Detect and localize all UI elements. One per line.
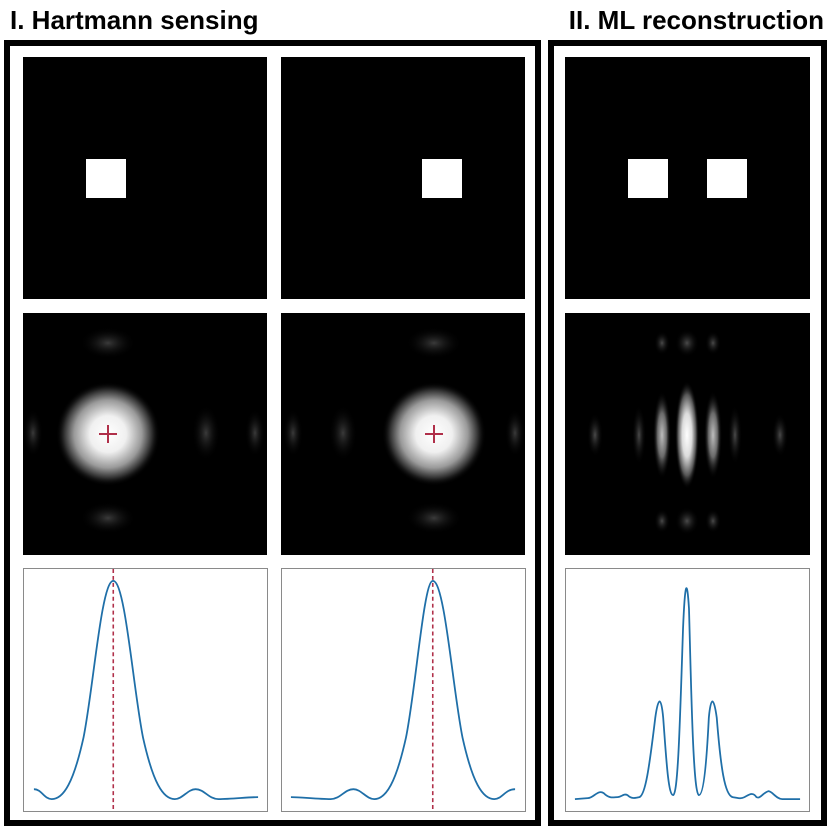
aperture-square bbox=[86, 159, 126, 198]
side-lobe bbox=[192, 405, 220, 461]
profile-ml-plot bbox=[565, 568, 810, 812]
side-lobe bbox=[245, 409, 265, 457]
aperture-both-image bbox=[565, 57, 810, 299]
side-lobe bbox=[654, 509, 670, 533]
aperture-both-tile bbox=[565, 57, 810, 299]
side-lobe bbox=[587, 413, 603, 457]
profile-curve bbox=[33, 580, 259, 800]
side-lobe bbox=[329, 405, 357, 461]
side-lobe bbox=[23, 409, 43, 457]
psf-left-image bbox=[23, 313, 267, 555]
profile-ml-svg bbox=[574, 587, 801, 800]
side-lobe bbox=[654, 331, 670, 355]
side-lobe bbox=[283, 409, 303, 457]
aperture-right-image bbox=[281, 57, 525, 299]
side-lobe bbox=[772, 413, 788, 457]
side-lobe bbox=[705, 509, 721, 533]
profile-right-svg bbox=[290, 569, 516, 811]
side-fringe bbox=[704, 391, 722, 479]
psf-right-tile bbox=[281, 313, 525, 555]
panel-title-ml: II. ML reconstruction bbox=[568, 5, 824, 35]
psf-right-image bbox=[281, 313, 525, 555]
aperture-square bbox=[422, 159, 462, 198]
side-fringe bbox=[653, 391, 671, 479]
side-lobe bbox=[80, 327, 136, 359]
centroid-plus-icon bbox=[99, 425, 117, 443]
side-lobe bbox=[406, 502, 462, 534]
side-lobe bbox=[80, 502, 136, 534]
side-lobe bbox=[505, 409, 525, 457]
central-fringe bbox=[675, 381, 699, 489]
side-fringe bbox=[728, 405, 742, 465]
aperture-right-tile bbox=[281, 57, 525, 299]
profile-curve bbox=[290, 580, 516, 800]
aperture-square bbox=[628, 159, 668, 198]
profile-left-svg bbox=[33, 569, 259, 811]
aperture-left-image bbox=[23, 57, 267, 299]
side-lobe bbox=[406, 327, 462, 359]
side-lobe bbox=[705, 331, 721, 355]
side-fringe bbox=[632, 405, 646, 465]
psf-ml-image bbox=[565, 313, 810, 555]
aperture-square bbox=[707, 159, 747, 198]
profile-right-plot bbox=[281, 568, 526, 812]
centroid-plus-icon bbox=[425, 425, 443, 443]
psf-left-tile bbox=[23, 313, 267, 555]
profile-left-plot bbox=[23, 568, 268, 812]
side-lobe bbox=[675, 507, 699, 535]
aperture-left-tile bbox=[23, 57, 267, 299]
side-lobe bbox=[675, 329, 699, 357]
profile-curve bbox=[574, 587, 801, 800]
psf-ml-tile bbox=[565, 313, 810, 555]
panel-title-hartmann: I. Hartmann sensing bbox=[10, 5, 259, 35]
